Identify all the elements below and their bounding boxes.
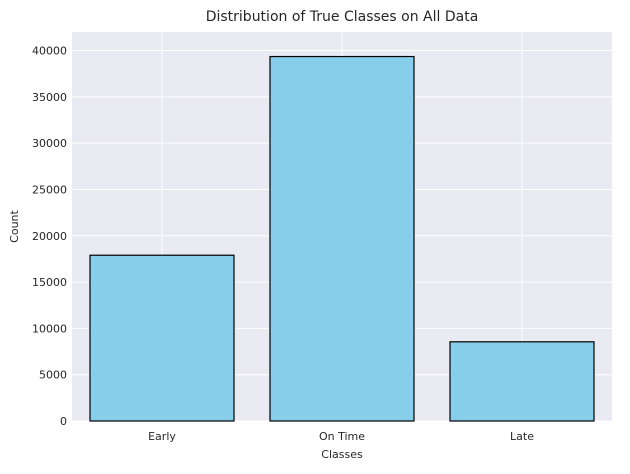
y-tick-label: 40000	[32, 45, 67, 58]
bars	[89, 55, 595, 422]
y-axis-label: Count	[8, 209, 21, 242]
y-tick-labels: 0 5000 10000 15000 20000 25000 30000 35000 40000	[32, 45, 67, 428]
bar-on-time	[269, 55, 415, 422]
y-tick-label: 15000	[32, 276, 67, 289]
chart-title: Distribution of True Classes on All Data	[206, 9, 479, 25]
y-tick-label: 0	[60, 415, 67, 428]
x-axis-label: Classes	[321, 448, 363, 461]
x-tick-labels: Early On Time Late	[148, 430, 534, 443]
y-tick-label: 25000	[32, 183, 67, 196]
y-tick-label: 10000	[32, 322, 67, 335]
y-tick-label: 5000	[39, 369, 67, 382]
y-tick-label: 30000	[32, 137, 67, 150]
y-tick-label: 35000	[32, 91, 67, 104]
x-tick-label: Late	[510, 430, 534, 443]
y-tick-label: 20000	[32, 230, 67, 243]
bar-late	[449, 341, 595, 422]
bar-early	[89, 254, 235, 422]
x-tick-label: Early	[148, 430, 176, 443]
x-tick-label: On Time	[319, 430, 365, 443]
